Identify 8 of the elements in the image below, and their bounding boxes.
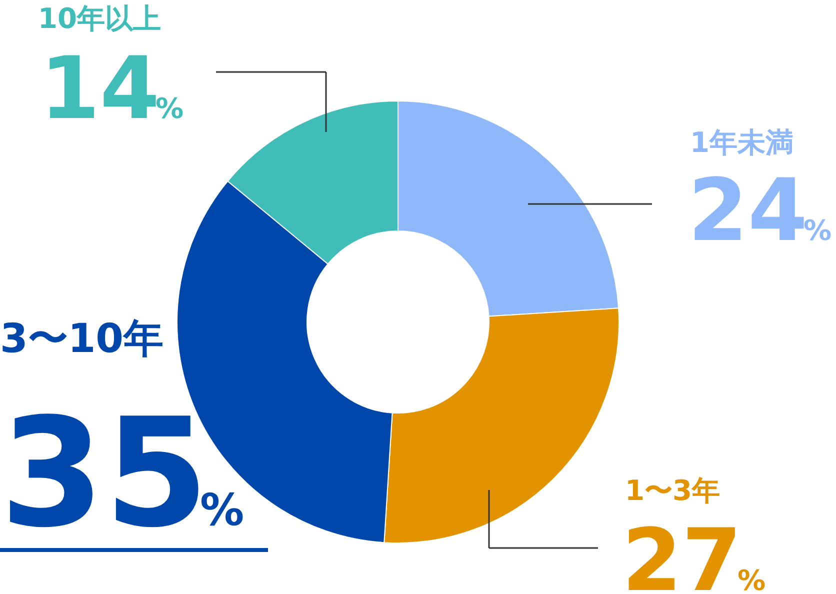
data-label: 14%	[40, 39, 184, 139]
data-label: 35%	[0, 387, 244, 561]
slice-label: 1年未満	[690, 126, 794, 159]
data-label: 27%	[622, 511, 766, 594]
slice-label: 3〜10年	[0, 316, 164, 362]
slice-label: 1〜3年	[625, 474, 720, 507]
data-label: 24%	[688, 161, 832, 261]
slice-label: 10年以上	[38, 2, 161, 35]
